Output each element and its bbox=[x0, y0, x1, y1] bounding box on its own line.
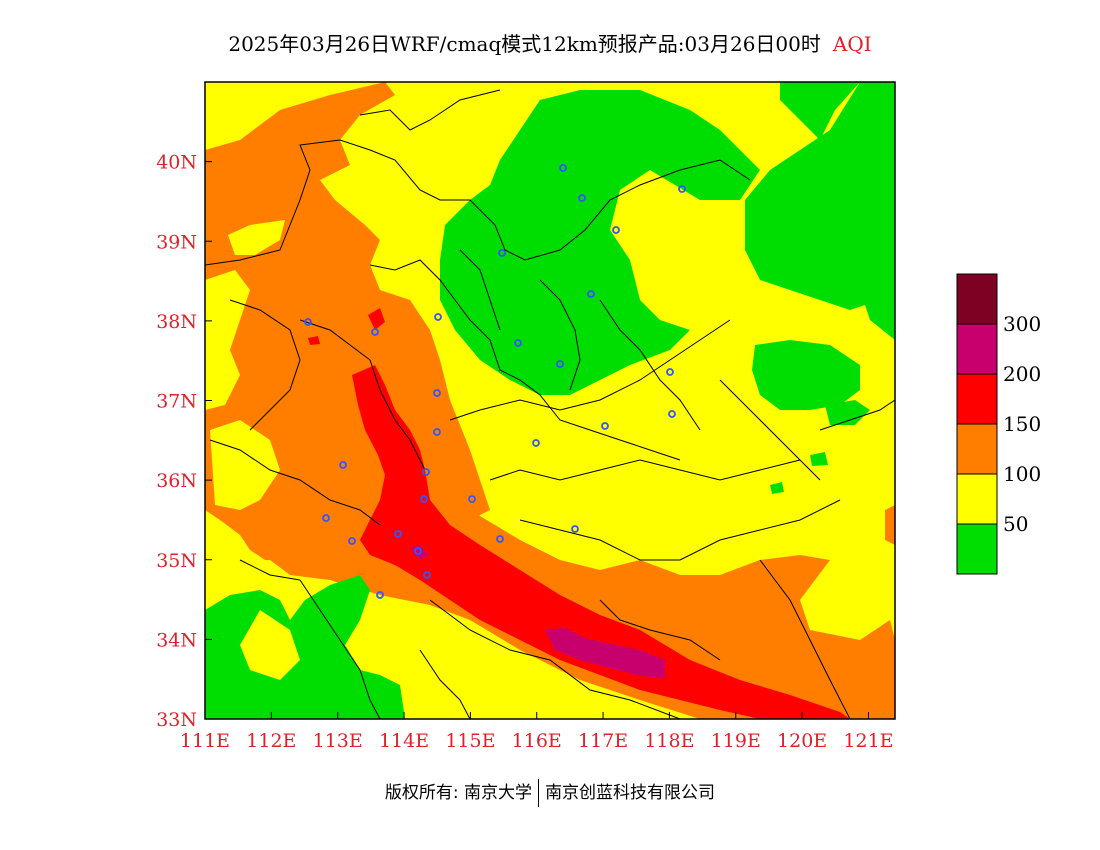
station-marker bbox=[514, 339, 522, 347]
station-marker bbox=[668, 410, 676, 418]
lon-tick-label: 114E bbox=[379, 730, 429, 752]
legend-swatch bbox=[956, 523, 998, 575]
footer-divider bbox=[538, 779, 540, 807]
lon-tick-label: 119E bbox=[711, 730, 761, 752]
station-marker bbox=[612, 226, 620, 234]
lat-tick-label: 34N bbox=[156, 629, 197, 651]
legend-swatch bbox=[956, 323, 998, 375]
station-marker bbox=[376, 591, 384, 599]
lon-tick-label: 116E bbox=[512, 730, 562, 752]
lon-tick-label: 115E bbox=[445, 730, 495, 752]
legend-label: 100 bbox=[1003, 462, 1041, 486]
station-marker bbox=[394, 530, 402, 538]
lon-tick-label: 111E bbox=[180, 730, 230, 752]
station-marker bbox=[422, 468, 430, 476]
aqi-100-150-east-edge bbox=[885, 505, 895, 545]
aqi-200-300-pocket bbox=[410, 545, 428, 560]
lon-tick-label: 112E bbox=[246, 730, 296, 752]
lon-tick-label: 120E bbox=[777, 730, 827, 752]
aqi-0-50-coast bbox=[752, 340, 860, 410]
station-marker bbox=[433, 428, 441, 436]
station-marker bbox=[322, 514, 330, 522]
aqi-0-50-north bbox=[440, 90, 760, 395]
station-marker bbox=[601, 422, 609, 430]
aqi-50-100-patch bbox=[205, 270, 250, 410]
station-marker bbox=[571, 525, 579, 533]
aqi-0-50-southwest bbox=[205, 575, 405, 719]
legend-label: 300 bbox=[1003, 312, 1041, 336]
lon-tick-label: 118E bbox=[644, 730, 694, 752]
lon-tick-label: 117E bbox=[578, 730, 628, 752]
aqi-200-300-pocket bbox=[545, 628, 665, 678]
aqi-0-50-spot bbox=[810, 452, 828, 466]
aqi-legend: 300 200 150 100 50 bbox=[956, 273, 1041, 575]
lat-tick-label: 36N bbox=[156, 470, 197, 492]
station-marker bbox=[348, 537, 356, 545]
aqi-100-150-west bbox=[205, 82, 490, 565]
station-marker bbox=[434, 313, 442, 321]
aqi-50-100-patch bbox=[240, 610, 300, 680]
station-marker bbox=[420, 495, 428, 503]
aqi-0-50-coast bbox=[825, 400, 870, 425]
lat-tick-label: 39N bbox=[156, 231, 197, 253]
legend-swatch bbox=[956, 273, 998, 325]
station-marker bbox=[666, 368, 674, 376]
station-marker bbox=[414, 547, 422, 555]
copyright-text: 版权所有: 南京大学 bbox=[384, 783, 533, 803]
aqi-50-100-patch bbox=[228, 220, 285, 255]
station-markers bbox=[304, 164, 686, 599]
aqi-150-200-spot bbox=[368, 308, 385, 330]
aqi-0-50-northeast bbox=[745, 82, 895, 340]
station-marker bbox=[578, 194, 586, 202]
lat-tick-label: 35N bbox=[156, 550, 197, 572]
aqi-0-50-top bbox=[780, 82, 860, 140]
legend-swatch bbox=[956, 473, 998, 525]
lat-tick-label: 40N bbox=[156, 152, 197, 174]
map-title: 2025年03月26日WRF/cmaq模式12km预报产品:03月26日00时 A… bbox=[0, 28, 1100, 57]
station-marker bbox=[339, 461, 347, 469]
company-text: 南京创蓝科技有限公司 bbox=[545, 783, 716, 803]
aqi-50-100-patch bbox=[210, 420, 280, 510]
lat-tick-label: 33N bbox=[156, 709, 197, 731]
admin-boundaries bbox=[205, 89, 895, 719]
lat-tick-label: 38N bbox=[156, 311, 197, 333]
station-marker bbox=[678, 185, 686, 193]
station-marker bbox=[498, 249, 506, 257]
station-marker bbox=[559, 164, 567, 172]
aqi-0-50-spot bbox=[770, 482, 784, 494]
aqi-150-200-spot bbox=[308, 336, 320, 345]
station-marker bbox=[433, 389, 441, 397]
station-marker bbox=[532, 439, 540, 447]
title-variable: AQI bbox=[832, 32, 872, 56]
legend-swatch bbox=[956, 373, 998, 425]
station-marker bbox=[423, 571, 431, 579]
station-marker bbox=[556, 360, 564, 368]
legend-swatch bbox=[956, 423, 998, 475]
aqi-fill-layer bbox=[205, 82, 895, 719]
lat-tick-label: 37N bbox=[156, 391, 197, 413]
station-marker bbox=[371, 328, 379, 336]
station-marker bbox=[496, 535, 504, 543]
footer: 版权所有: 南京大学 南京创蓝科技有限公司 bbox=[0, 778, 1100, 807]
title-main: 2025年03月26日WRF/cmaq模式12km预报产品:03月26日00时 bbox=[228, 32, 821, 56]
lon-tick-label: 113E bbox=[313, 730, 363, 752]
legend-label: 50 bbox=[1003, 512, 1028, 536]
axis-layer: 111E 112E 113E 114E 115E 116E 117E 118E 119E 120E… bbox=[156, 152, 893, 752]
station-marker bbox=[587, 290, 595, 298]
station-marker bbox=[304, 318, 312, 326]
legend-label: 150 bbox=[1003, 412, 1041, 436]
legend-label: 200 bbox=[1003, 362, 1041, 386]
lon-tick-label: 121E bbox=[843, 730, 893, 752]
station-marker bbox=[468, 495, 476, 503]
